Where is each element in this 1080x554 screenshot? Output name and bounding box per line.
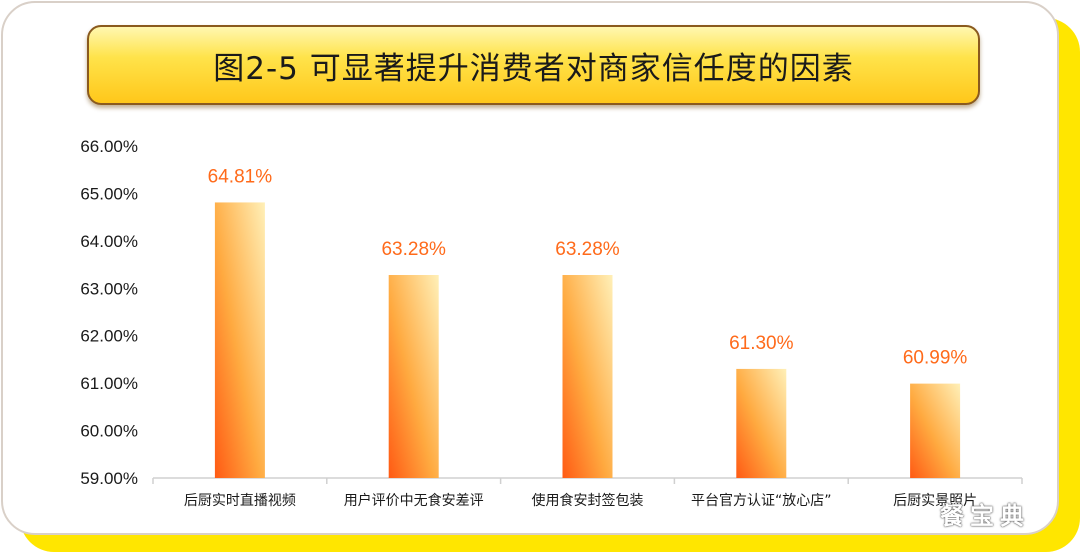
- data-label: 64.81%: [208, 166, 273, 187]
- y-tick-label: 59.00%: [80, 469, 138, 488]
- data-label: 60.99%: [903, 348, 968, 369]
- x-tick-label: 后厨实景照片: [893, 493, 977, 509]
- y-tick-label: 60.00%: [80, 422, 138, 441]
- x-tick-label: 使用食安封签包装: [532, 492, 644, 509]
- x-tick-label: 平台官方认证“放心店”: [691, 493, 832, 509]
- title-banner: 图2-5 可显著提升消费者对商家信任度的因素: [87, 25, 980, 105]
- y-axis: 59.00% 60.00% 61.00% 62.00% 63.00% 64.00% 65.0…: [80, 137, 138, 488]
- y-tick-label: 64.00%: [80, 232, 138, 251]
- x-tick-label: 用户评价中无食安差评: [344, 492, 484, 509]
- data-label: 63.28%: [555, 239, 620, 260]
- bar: [388, 275, 439, 478]
- x-tick-label: 后厨实时直播视频: [184, 492, 296, 509]
- data-label: 63.28%: [381, 239, 446, 260]
- bar: [910, 383, 961, 478]
- y-tick-label: 61.00%: [80, 374, 138, 393]
- bar-series: 64.81% 63.28% 63.28% 61.30% 60.99%: [208, 166, 968, 478]
- bar: [736, 368, 787, 478]
- bar: [214, 202, 265, 478]
- x-axis: 后厨实时直播视频 用户评价中无食安差评 使用食安封签包装 平台官方认证“放心店” 后厨实…: [152, 477, 1023, 509]
- y-tick-label: 63.00%: [80, 279, 138, 298]
- y-tick-label: 62.00%: [80, 327, 138, 346]
- y-tick-label: 66.00%: [80, 137, 138, 156]
- watermark-logo: 餐宝典: [940, 502, 1030, 530]
- y-tick-label: 65.00%: [80, 184, 138, 203]
- data-label: 61.30%: [729, 333, 794, 354]
- bar: [562, 275, 613, 478]
- chart-title: 图2-5 可显著提升消费者对商家信任度的因素: [213, 50, 854, 87]
